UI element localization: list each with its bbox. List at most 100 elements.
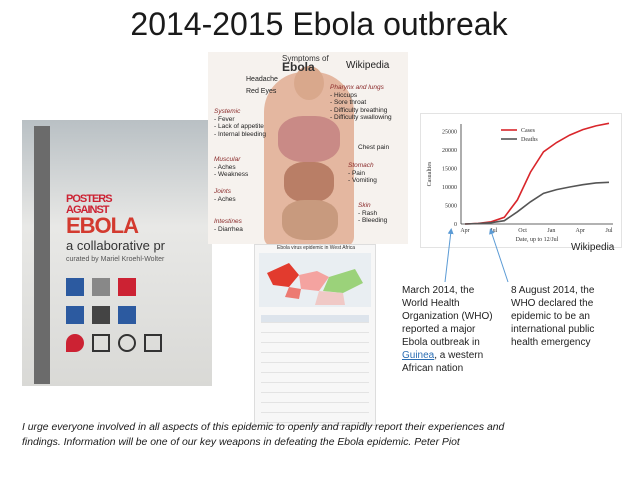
poster-tile (92, 306, 110, 324)
poster-tile (92, 278, 110, 296)
y-tick-label: 20000 (442, 148, 457, 154)
chart-svg: 0 5000 10000 15000 20000 25000 Apr Jul Oct Jan Apr… (427, 122, 613, 243)
annotation-line: Organization (WHO) (402, 311, 493, 322)
x-tick-label: Apr (576, 228, 585, 234)
symptom-item: - Difficulty swallowing (330, 114, 392, 121)
annotation-line: World Health (402, 298, 460, 309)
casualties-chart: 0 5000 10000 15000 20000 25000 Apr Jul Oct Jan Apr… (420, 113, 622, 248)
torso-illustration (264, 66, 354, 244)
intestines-illustration (282, 200, 338, 240)
poster-headline: POSTERS AGAINST EBOLA (66, 194, 139, 238)
symptom-heading: Intestines (214, 218, 242, 225)
symptom-item: - Sore throat (330, 99, 367, 106)
symptom-item: - Vomiting (348, 177, 377, 184)
table-row (261, 325, 369, 333)
symptom-heading: Muscular (214, 156, 241, 163)
map-table-thumbnail: Ebola virus epidemic in West Africa (254, 244, 376, 426)
quote-line: I urge everyone involved in all aspects … (22, 422, 505, 433)
august-annotation: 8 August 2014, the WHO declared the epid… (511, 284, 594, 349)
map-shapes (267, 263, 363, 305)
table-row (261, 335, 369, 343)
table-row (261, 375, 369, 383)
symptom-item: - Fever (214, 115, 235, 123)
table-row (261, 315, 369, 323)
x-tick-label: Jul (605, 228, 612, 234)
poster-headline-line: EBOLA (66, 213, 139, 238)
chart-source-label: Wikipedia (571, 242, 615, 253)
legend-label: Deaths (521, 137, 538, 143)
annotation-line: Guinea, a western (402, 349, 493, 362)
annotation-line: health emergency (511, 337, 591, 348)
poster-tile (118, 306, 136, 324)
table-row (261, 395, 369, 403)
poster-curator: curated by Mariel Kroehl-Wolter (66, 256, 165, 263)
annotation-line: Ebola outbreak in (402, 337, 480, 348)
y-tick-label: 15000 (442, 166, 457, 172)
guinea-link[interactable]: Guinea (402, 350, 435, 361)
symptom-pharynx: Pharynx and lungs - Hiccups - Sore throa… (330, 84, 392, 122)
table-row (261, 365, 369, 373)
symptom-skin: Skin - Rash - Bleeding (358, 202, 387, 225)
symptom-heading: Systemic (214, 108, 241, 115)
annotation-line: WHO declared the (511, 298, 594, 309)
y-tick-label: 10000 (442, 185, 457, 191)
poster-tile (66, 334, 84, 352)
poster-tile (66, 306, 84, 324)
x-tick-label: Oct (518, 228, 527, 234)
table-row (261, 355, 369, 363)
symptom-item: - Difficulty breathing (330, 106, 388, 114)
table-row (261, 405, 369, 413)
x-axis-label: Date, up to 12/Jul (516, 237, 559, 243)
symptom-item: - Pain (348, 169, 365, 177)
series-line-deaths (464, 181, 610, 225)
symptom-intestines: Intestines - Diarrhea (214, 218, 243, 233)
march-annotation: March 2014, the World Health Organizatio… (402, 284, 493, 375)
figure-title-small: Symptoms of (282, 54, 329, 63)
symptom-item: - Bleeding (358, 217, 388, 224)
poster-tile (144, 334, 162, 352)
symptom-item: - Rash (358, 209, 378, 217)
y-tick-label: 0 (454, 222, 457, 228)
symptoms-figure: Symptoms of Ebola Headache Red Eyes Syst… (208, 52, 408, 244)
poster-tile (118, 334, 136, 352)
symptom-joints: Joints - Aches (214, 188, 236, 203)
x-tick-label: Jan (547, 228, 555, 234)
symptom-heading: Stomach (348, 162, 374, 169)
annotation-line: 8 August 2014, the (511, 285, 595, 296)
window-frame (34, 126, 50, 384)
y-axis-label: Casualties (427, 161, 433, 186)
quote-line: findings. Information will be one of our… (22, 437, 460, 448)
poster-photo: POSTERS AGAINST EBOLA a collaborative pr… (22, 120, 212, 386)
symptom-item: - Weakness (214, 171, 249, 178)
map-caption: Ebola virus epidemic in West Africa (277, 245, 355, 251)
symptom-heading: Skin (358, 202, 371, 209)
annotation-text: , a western (434, 350, 484, 361)
peter-piot-quote: I urge everyone involved in all aspects … (22, 420, 630, 450)
lungs-illustration (278, 116, 340, 162)
poster-tile (92, 334, 110, 352)
x-tick-label: Apr (460, 228, 469, 234)
annotation-line: reported a major (402, 324, 476, 335)
symptom-stomach: Stomach - Pain - Vomiting (348, 162, 377, 185)
x-tick-label: Jul (490, 228, 497, 234)
symptom-item: - Lack of appetite (214, 123, 264, 130)
table-row (261, 385, 369, 393)
annotation-line: international public (511, 324, 595, 335)
symptom-item: - Diarrhea (214, 225, 243, 233)
annotation-line: epidemic to be an (511, 311, 590, 322)
legend-label: Cases (521, 128, 536, 134)
symptom-systemic: Systemic - Fever - Lack of appetite - In… (214, 108, 266, 138)
y-tick-label: 25000 (442, 129, 457, 135)
table-row (261, 345, 369, 353)
figure-title-big: Ebola (282, 60, 315, 74)
anatomy-source-label: Wikipedia (346, 60, 390, 71)
symptom-item: - Internal bleeding (214, 130, 267, 138)
symptom-heading: Joints (214, 188, 231, 195)
poster-tile (118, 278, 136, 296)
table-row (261, 415, 369, 423)
symptom-red-eyes: Red Eyes (246, 88, 277, 95)
poster-subtitle: a collaborative pr (66, 238, 165, 253)
symptom-muscular: Muscular - Aches - Weakness (214, 156, 248, 179)
symptom-item: - Aches (214, 195, 236, 203)
poster-headline-line: AGAINST (66, 204, 110, 216)
